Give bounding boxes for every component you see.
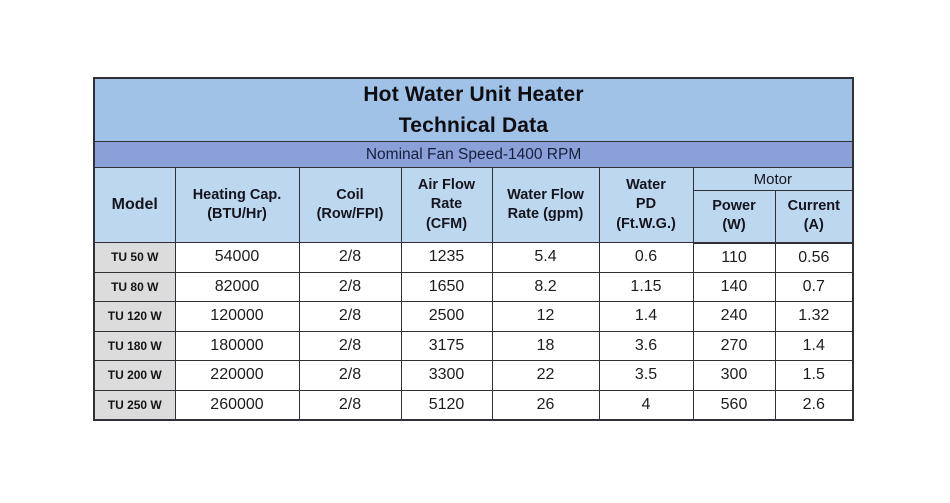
model-cell: TU 80 W (93, 271, 176, 302)
water-pd-cell: 0.6 (598, 242, 694, 273)
air-flow-cell: 5120 (400, 389, 493, 420)
heating-cap-cell: 220000 (174, 360, 300, 391)
heating-cap-cell: 260000 (174, 389, 300, 420)
coil-cell: 2/8 (298, 271, 402, 302)
coil-cell: 2/8 (298, 242, 402, 273)
water-pd-cell: 1.15 (598, 271, 694, 302)
power-cell: 270 (692, 330, 776, 361)
power-cell: 300 (692, 360, 776, 391)
heating-cap-cell: 82000 (174, 271, 300, 302)
current-cell: 1.4 (774, 330, 854, 361)
table-row-tu-250-w: TU 250 W 260000 2/8 5120 26 4 560 2.6 (93, 389, 854, 420)
water-pd-cell: 3.5 (598, 360, 694, 391)
header-heating-cap: Heating Cap. (BTU/Hr) (174, 167, 300, 243)
model-cell: TU 250 W (93, 389, 176, 420)
title-row: Hot Water Unit Heater Technical Data (93, 77, 854, 142)
power-cell: 560 (692, 389, 776, 420)
coil-cell: 2/8 (298, 330, 402, 361)
header-water-flow-rate: Water Flow Rate (gpm) (491, 167, 600, 243)
water-pd-cell: 3.6 (598, 330, 694, 361)
water-flow-cell: 18 (491, 330, 600, 361)
water-pd-cell: 4 (598, 389, 694, 420)
air-flow-cell: 2500 (400, 301, 493, 332)
air-flow-cell: 3300 (400, 360, 493, 391)
header-current: Current (A) (774, 190, 854, 244)
air-flow-cell: 1235 (400, 242, 493, 273)
title-line-2: Technical Data (398, 114, 549, 137)
air-flow-cell: 1650 (400, 271, 493, 302)
table-row-tu-120-w: TU 120 W 120000 2/8 2500 12 1.4 240 1.32 (93, 301, 854, 332)
water-flow-cell: 26 (491, 389, 600, 420)
header-power: Power (W) (692, 190, 776, 244)
table-row-tu-180-w: TU 180 W 180000 2/8 3175 18 3.6 270 1.4 (93, 330, 854, 361)
water-flow-cell: 22 (491, 360, 600, 391)
current-cell: 0.56 (774, 242, 854, 273)
model-cell: TU 120 W (93, 301, 176, 332)
header-coil: Coil (Row/FPI) (298, 167, 402, 243)
heating-cap-cell: 180000 (174, 330, 300, 361)
coil-cell: 2/8 (298, 301, 402, 332)
current-cell: 0.7 (774, 271, 854, 302)
water-flow-cell: 8.2 (491, 271, 600, 302)
current-cell: 1.5 (774, 360, 854, 391)
model-cell: TU 200 W (93, 360, 176, 391)
water-flow-cell: 5.4 (491, 242, 600, 273)
model-cell: TU 180 W (93, 330, 176, 361)
hot-water-unit-heater-table: Hot Water Unit Heater Technical Data Nom… (93, 77, 855, 421)
header-water-pd: Water PD (Ft.W.G.) (598, 167, 694, 243)
water-flow-cell: 12 (491, 301, 600, 332)
header-model: Model (93, 167, 176, 243)
table-row-tu-200-w: TU 200 W 220000 2/8 3300 22 3.5 300 1.5 (93, 360, 854, 391)
current-cell: 2.6 (774, 389, 854, 420)
table-title-block: Hot Water Unit Heater Technical Data (93, 77, 854, 142)
power-cell: 240 (692, 301, 776, 332)
model-cell: TU 50 W (93, 242, 176, 273)
air-flow-cell: 3175 (400, 330, 493, 361)
title-line-1: Hot Water Unit Heater (363, 83, 584, 106)
header-motor-group: Motor (692, 167, 854, 191)
table-row-tu-80-w: TU 80 W 82000 2/8 1650 8.2 1.15 140 0.7 (93, 271, 854, 302)
header-air-flow-rate: Air Flow Rate (CFM) (400, 167, 493, 243)
table-row-tu-50-w: TU 50 W 54000 2/8 1235 5.4 0.6 110 0.56 (93, 242, 854, 273)
heating-cap-cell: 120000 (174, 301, 300, 332)
heating-cap-cell: 54000 (174, 242, 300, 273)
fan-speed-banner: Nominal Fan Speed-1400 RPM (93, 141, 854, 168)
header-row-sub: Power (W) Current (A) (94, 190, 854, 244)
water-pd-cell: 1.4 (598, 301, 694, 332)
coil-cell: 2/8 (298, 389, 402, 420)
power-cell: 140 (692, 271, 776, 302)
power-cell: 110 (692, 242, 776, 273)
coil-cell: 2/8 (298, 360, 402, 391)
header-row-top: Model Heating Cap. (BTU/Hr) Coil (Row/FP… (93, 167, 854, 243)
current-cell: 1.32 (774, 301, 854, 332)
fan-speed-row: Nominal Fan Speed-1400 RPM (93, 141, 854, 168)
